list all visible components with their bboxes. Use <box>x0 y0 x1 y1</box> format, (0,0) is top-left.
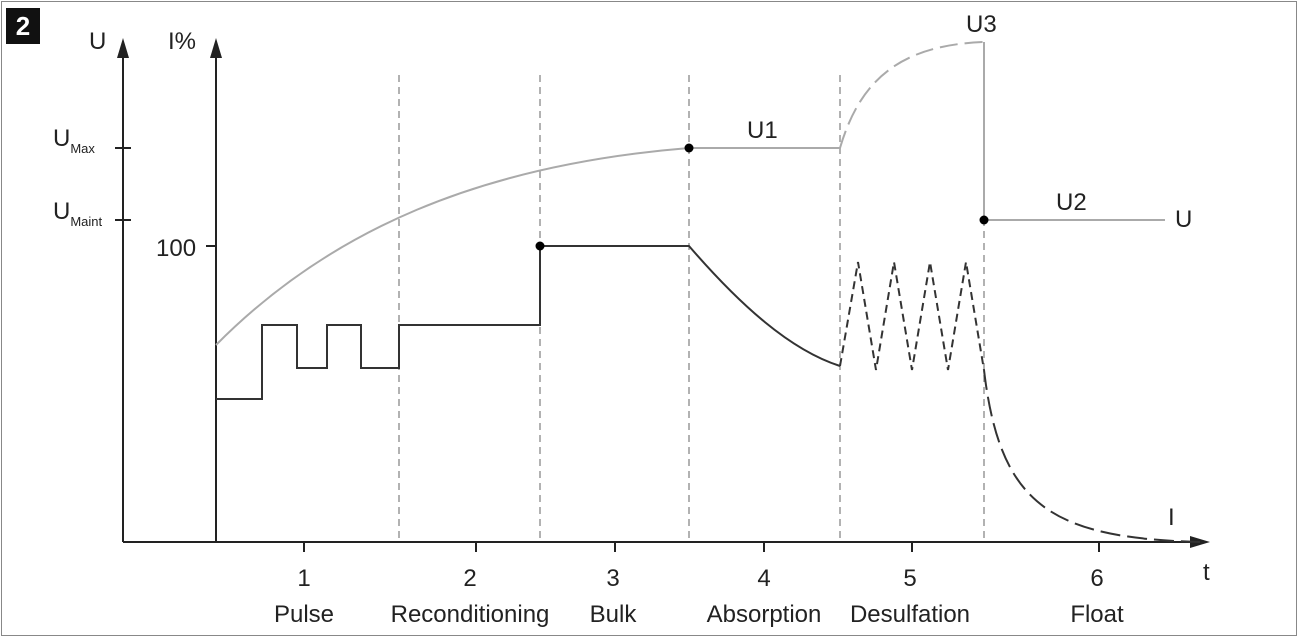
u-max-main: U <box>53 125 70 152</box>
voltage-rise-segment <box>215 147 690 346</box>
axes <box>115 50 1195 552</box>
current-curve <box>216 245 1201 543</box>
i-100-label: 100 <box>156 235 196 262</box>
u3-label: U3 <box>966 11 997 38</box>
u-maint-label: UMaint <box>53 198 103 229</box>
phase-2-name: Reconditioning <box>391 601 550 628</box>
i-end-label: I <box>1168 504 1175 531</box>
u2-label: U2 <box>1056 189 1087 216</box>
phase-5-name: Desulfation <box>850 601 970 628</box>
voltage-marker-u2 <box>979 215 989 225</box>
voltage-marker-u1 <box>684 143 694 153</box>
phase-4-number: 4 <box>757 565 770 592</box>
u1-label: U1 <box>747 117 778 144</box>
phase-5-number: 5 <box>903 565 916 592</box>
phase-1-name: Pulse <box>274 601 334 628</box>
figure-number-badge: 2 <box>6 8 40 44</box>
i-axis-arrowhead <box>210 38 222 58</box>
phase-6-number: 6 <box>1090 565 1103 592</box>
t-axis-label: t <box>1203 559 1210 586</box>
curve-markers <box>535 143 989 251</box>
current-desulfation-zigzag <box>839 261 985 371</box>
phase-3-name: Bulk <box>590 601 638 628</box>
current-marker-100 <box>535 241 545 251</box>
u-end-label: U <box>1175 206 1192 233</box>
phase-1-number: 1 <box>297 565 310 592</box>
phase-2-number: 2 <box>463 565 476 592</box>
voltage-curve <box>215 41 1165 346</box>
current-pulse-bulk-absorption <box>216 245 841 400</box>
u-maint-sub: Maint <box>70 214 102 229</box>
u-axis-arrowhead <box>117 38 129 58</box>
phase-4-name: Absorption <box>707 601 822 628</box>
phase-3-number: 3 <box>606 565 619 592</box>
u-max-sub: Max <box>70 141 95 156</box>
u-maint-main: U <box>53 198 70 225</box>
u-max-label: UMax <box>53 125 95 156</box>
voltage-u3-segment <box>839 41 985 149</box>
axis-arrowheads <box>117 38 1210 548</box>
current-float-decay <box>983 369 1201 543</box>
i-axis-label: I% <box>168 28 196 55</box>
u-axis-label: U <box>89 28 106 55</box>
phase-6-name: Float <box>1070 601 1124 628</box>
